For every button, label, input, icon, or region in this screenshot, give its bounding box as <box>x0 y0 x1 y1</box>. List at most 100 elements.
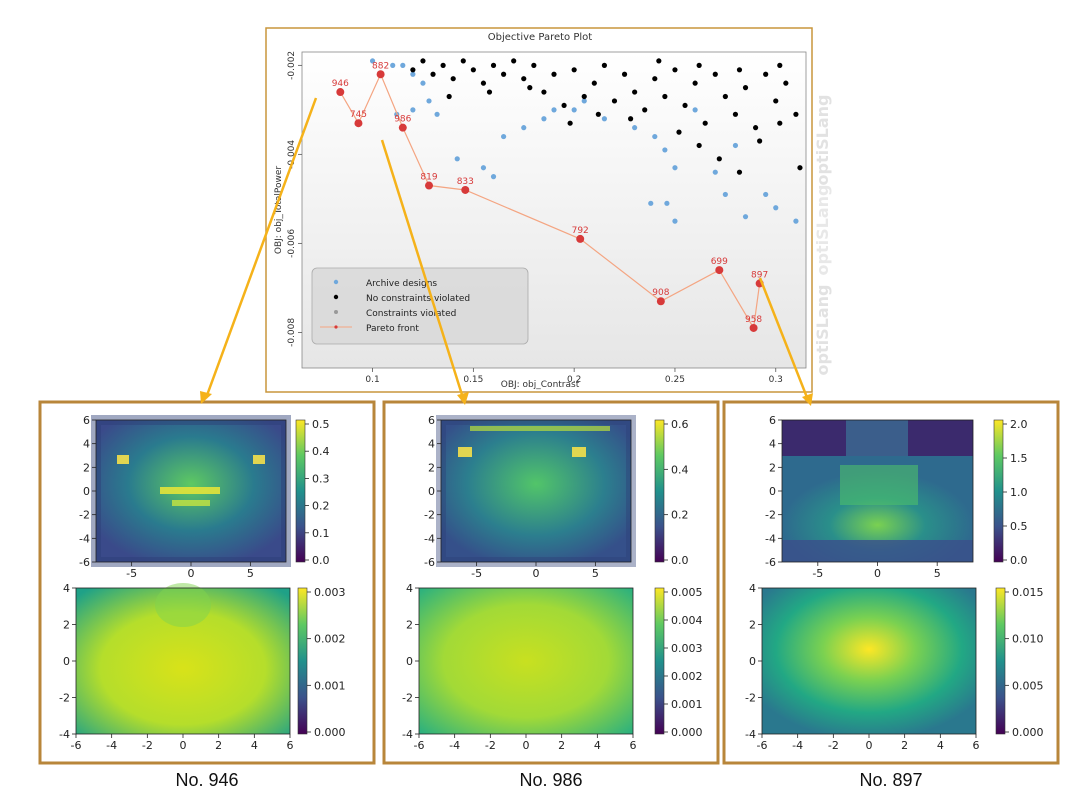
valid-point <box>652 76 658 82</box>
pareto-xlabel: OBJ: obj_Contrast <box>501 380 580 390</box>
figure-canvas: Objective Pareto Plot optiSLang optiSLan… <box>38 27 1060 765</box>
archive-point <box>742 214 749 220</box>
colorbar-897-bottom <box>995 587 1006 735</box>
heatmap-xtick-label: 2 <box>558 739 565 752</box>
pareto-point <box>376 70 385 79</box>
valid-point <box>611 98 618 104</box>
colorbar-tick-label: 0.2 <box>312 500 330 513</box>
heatmap-axes-frame <box>418 587 634 735</box>
archive-point <box>712 169 718 175</box>
heatmap-xtick-label: 0 <box>180 739 187 752</box>
archive-point <box>648 200 654 206</box>
arrow-986-head <box>457 392 469 405</box>
heatmap-ytick-label: -6 <box>79 556 90 569</box>
pareto-point <box>576 234 585 243</box>
valid-point <box>736 169 743 175</box>
caption-986: No. 986 <box>519 770 583 790</box>
colorbar-946-top <box>295 419 306 563</box>
heatmap-ytick-label: 4 <box>406 582 413 595</box>
valid-point <box>460 58 466 64</box>
heatmap-xtick-label: -4 <box>792 739 803 752</box>
pareto-point-label: 882 <box>372 61 389 71</box>
colorbar-tick-label: 0.002 <box>671 670 703 683</box>
valid-point <box>793 111 799 117</box>
heatmap-ytick-label: 0 <box>428 485 435 498</box>
colorbar-tick-label: 0.001 <box>314 679 346 692</box>
valid-point <box>440 62 446 68</box>
heatmap-ytick-label: -2 <box>402 692 413 705</box>
valid-point <box>702 120 708 126</box>
heatmap-xtick-label: -2 <box>142 739 153 752</box>
heatmap-ytick-label: 4 <box>83 438 90 451</box>
valid-point <box>480 80 487 86</box>
pareto-title: Objective Pareto Plot <box>488 32 592 43</box>
heatmap-ytick-label: -4 <box>402 728 413 741</box>
colorbar-tick-label: 0.5 <box>1010 520 1028 533</box>
archive-point <box>601 116 608 122</box>
archive-point <box>390 62 396 68</box>
valid-point <box>430 71 436 77</box>
valid-point <box>742 85 749 91</box>
archive-point <box>652 133 658 140</box>
callout-arrows <box>200 97 813 406</box>
heatmap-ytick-label: -4 <box>745 728 756 741</box>
archive-point <box>664 200 670 206</box>
pareto-point-label: 745 <box>350 110 367 120</box>
heatmap-xtick-label: 5 <box>934 567 941 580</box>
arrow-946-head <box>200 391 212 404</box>
colorbar-tick-label: 2.0 <box>1010 418 1028 431</box>
heatmap-ytick-label: 0 <box>749 655 756 668</box>
pareto-ytick-label: -0.008 <box>287 318 297 347</box>
valid-point <box>410 67 416 73</box>
heatmap-xtick-label: 2 <box>901 739 908 752</box>
archive-point <box>672 165 678 171</box>
valid-point <box>662 93 668 100</box>
heatmap-897-top <box>782 420 973 562</box>
pareto-point <box>656 297 665 306</box>
valid-point <box>777 62 783 68</box>
colorbar-tick-label: 0.003 <box>314 586 346 599</box>
valid-point <box>777 120 783 126</box>
heatmap-ytick-label: 2 <box>63 619 70 632</box>
colorbar-tick-label: 0.4 <box>671 463 689 476</box>
valid-point <box>621 71 628 77</box>
heatmap-946-top <box>91 415 291 567</box>
valid-point <box>696 62 702 68</box>
colorbar-tick-label: 1.0 <box>1010 486 1028 499</box>
heatmap-ytick-label: 4 <box>769 438 776 451</box>
colorbar-tick-label: 0.000 <box>314 726 346 739</box>
valid-point <box>470 67 476 73</box>
pareto-ytick-label: -0.006 <box>287 229 297 258</box>
heatmap-ytick-label: 0 <box>63 655 70 668</box>
valid-point <box>450 76 456 82</box>
valid-point <box>628 116 634 122</box>
valid-point <box>763 71 769 77</box>
valid-point <box>446 93 452 100</box>
valid-point <box>521 76 527 82</box>
heatmap-xtick-label: 4 <box>594 739 601 752</box>
legend-archive-label: Archive designs <box>366 279 437 289</box>
valid-point <box>551 71 557 77</box>
heatmap-ytick-label: -2 <box>765 509 776 522</box>
valid-point <box>632 89 638 95</box>
archive-point <box>692 107 698 113</box>
heatmap-946-bottom <box>76 583 290 734</box>
legend-pareto-label: Pareto front <box>366 324 419 334</box>
heatmap-xtick-label: 5 <box>247 567 254 580</box>
colorbar-tick-label: 0.000 <box>671 726 703 739</box>
pareto-point-label: 946 <box>332 79 349 89</box>
heatmap-ytick-label: 4 <box>428 438 435 451</box>
colorbar-tick-label: 0.5 <box>312 418 330 431</box>
archive-point <box>426 98 432 104</box>
colorbar-tick-label: 0.003 <box>671 642 703 655</box>
colorbar-tick-label: 0.001 <box>671 698 703 711</box>
heatmap-xtick-label: -4 <box>449 739 460 752</box>
heatmap-axes-frame <box>761 587 977 735</box>
archive-point <box>551 107 557 113</box>
heatmap-ytick-label: 0 <box>406 655 413 668</box>
heatmap-ytick-label: -6 <box>424 556 435 569</box>
heatmap-xtick-label: -5 <box>812 567 823 580</box>
archive-point <box>480 165 487 171</box>
pareto-point-label: 699 <box>711 257 728 267</box>
heatmap-axes-frame <box>75 587 291 735</box>
